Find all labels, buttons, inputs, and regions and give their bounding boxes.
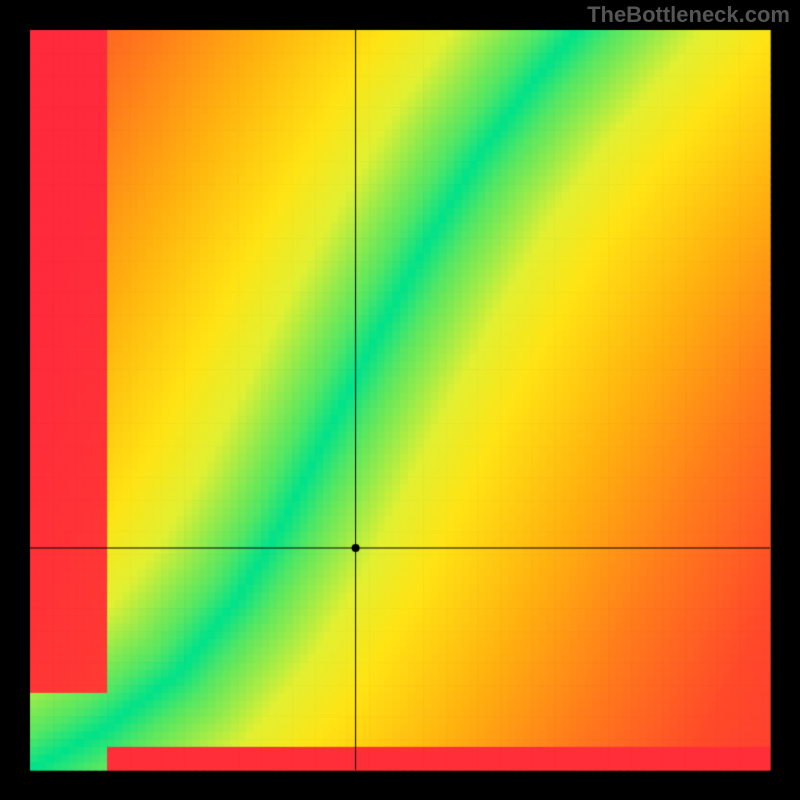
- watermark-label: TheBottleneck.com: [587, 2, 790, 28]
- bottleneck-heatmap: [0, 0, 800, 800]
- chart-container: TheBottleneck.com: [0, 0, 800, 800]
